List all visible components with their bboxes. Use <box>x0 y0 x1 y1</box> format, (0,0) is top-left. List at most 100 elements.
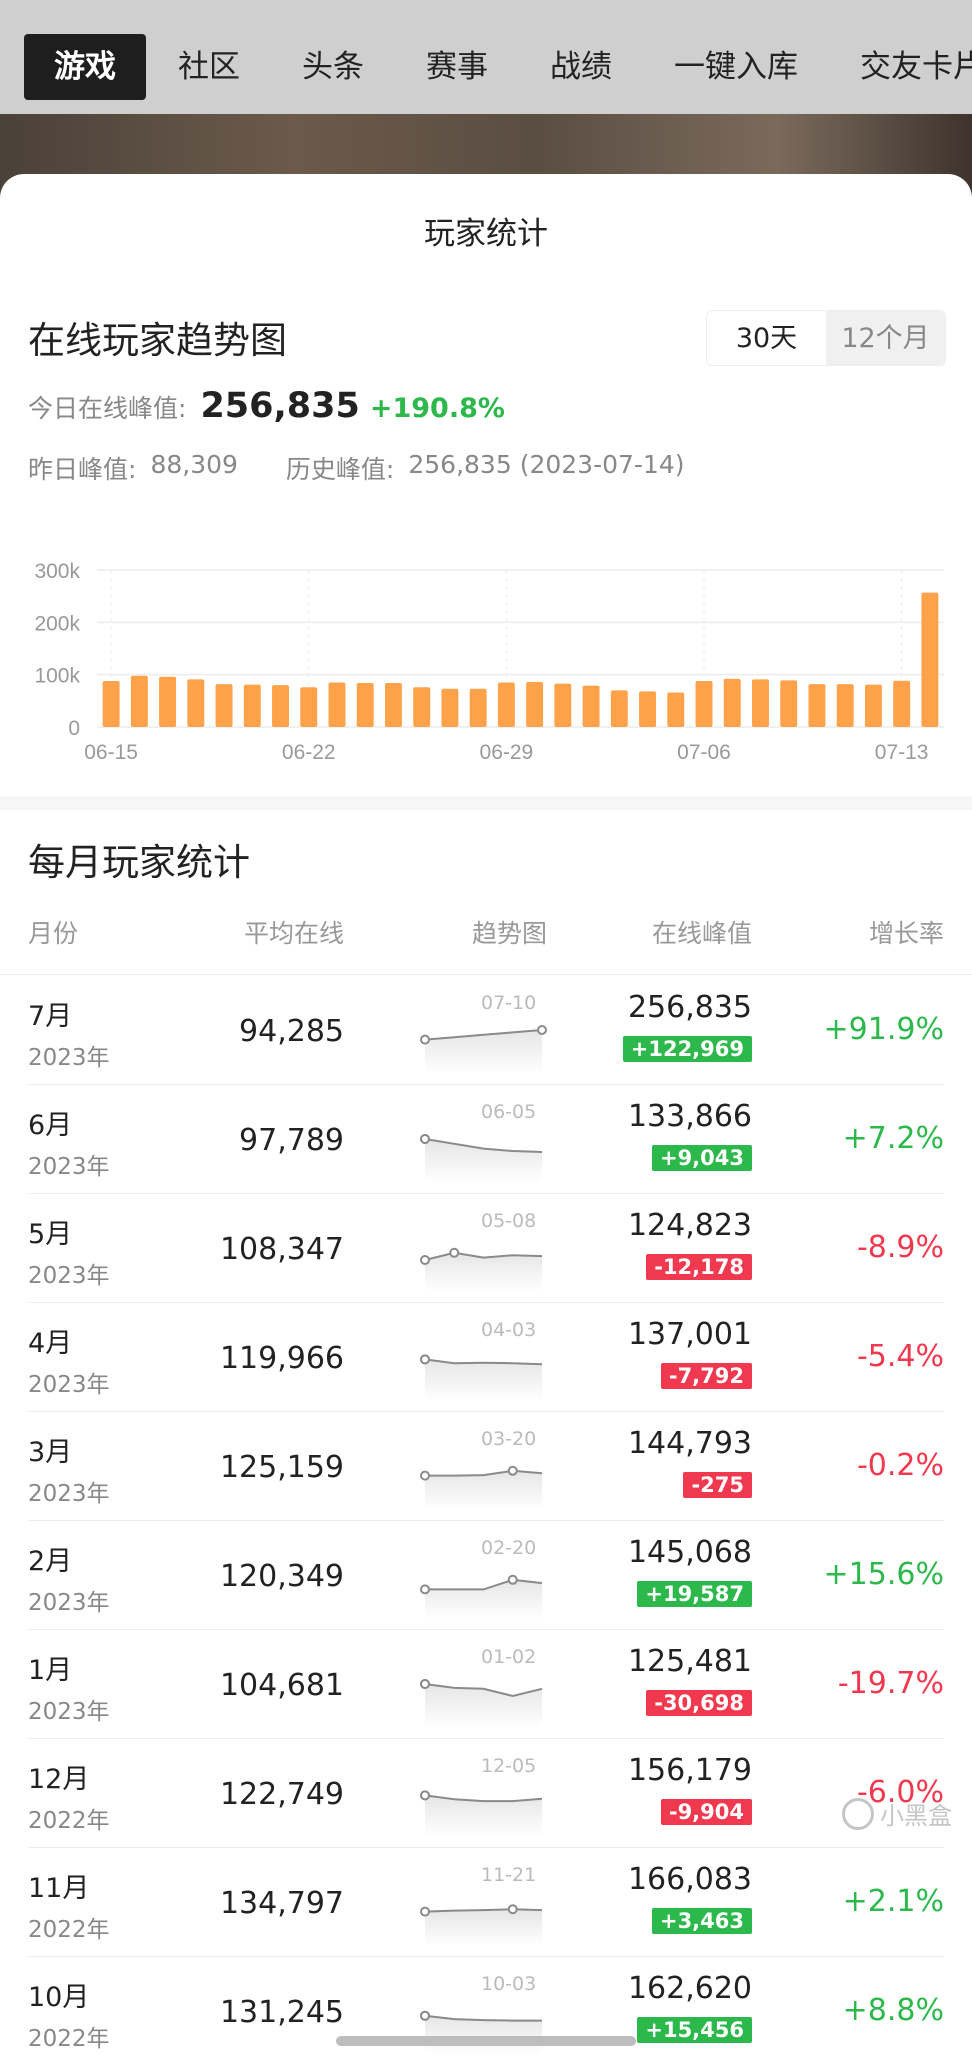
row-year: 2023年 <box>28 1481 110 1507</box>
tab-events[interactable]: 赛事 <box>426 49 488 85</box>
row-peak-online: 162,620 <box>627 1971 752 2006</box>
chart-bar[interactable] <box>526 681 544 727</box>
row-growth-rate: +8.8% <box>842 1993 944 2028</box>
row-year: 2023年 <box>28 1590 110 1616</box>
chart-bar[interactable] <box>469 688 487 727</box>
chart-bar[interactable] <box>215 684 233 727</box>
row-sparkline <box>420 1904 543 1946</box>
chart-bar[interactable] <box>752 679 769 727</box>
row-sparkline <box>420 1790 543 1837</box>
row-divider <box>28 1738 944 1739</box>
row-month: 5月 <box>28 1219 73 1250</box>
monthly-section-title: 每月玩家统计 <box>28 841 250 884</box>
table-row[interactable]: 11月 2022年 134,797 11-21 166,083 +3,463 +2.1% <box>0 1848 972 1957</box>
chart-x-tick-label: 06-15 <box>84 741 138 764</box>
chart-bar[interactable] <box>272 685 289 727</box>
range-12-months-button[interactable]: 12个月 <box>826 311 945 365</box>
chart-bar[interactable] <box>808 684 826 727</box>
row-peak-delta-badge: +9,043 <box>651 1145 752 1171</box>
section-divider <box>0 796 972 810</box>
row-growth-rate: -8.9% <box>856 1230 944 1265</box>
chart-bar[interactable] <box>497 682 515 727</box>
tab-records[interactable]: 战绩 <box>550 49 612 85</box>
chart-bar[interactable] <box>384 683 402 727</box>
chart-bar[interactable] <box>667 692 685 727</box>
row-sparkline <box>420 1354 543 1401</box>
row-peak-date: 10-03 <box>481 1973 537 1995</box>
row-peak-delta-badge: -7,792 <box>660 1363 752 1389</box>
chart-bar[interactable] <box>130 675 148 727</box>
table-row[interactable]: 12月 2022年 122,749 12-05 156,179 -9,904 -6.0% <box>0 1739 972 1848</box>
row-peak-delta-badge: -12,178 <box>646 1254 752 1280</box>
row-average-online: 134,797 <box>219 1886 344 1921</box>
top-nav: 游戏 社区 头条 赛事 战绩 一键入库 交友卡片 <box>0 0 972 114</box>
chart-bar[interactable] <box>893 680 911 727</box>
row-growth-rate: +15.6% <box>823 1557 944 1592</box>
chart-bar[interactable] <box>582 685 600 727</box>
watermark-text: 小黑盒 <box>880 1802 952 1830</box>
sparkline-point <box>420 1255 430 1265</box>
table-row[interactable]: 6月 2023年 97,789 06-05 133,866 +9,043 +7.2% <box>0 1085 972 1194</box>
table-row[interactable]: 5月 2023年 108,347 05-08 124,823 -12,178 -8.9% <box>0 1194 972 1303</box>
chart-bar[interactable] <box>554 683 572 727</box>
row-peak-online: 137,001 <box>627 1317 752 1352</box>
sparkline-point <box>420 1134 430 1144</box>
tab-headlines[interactable]: 头条 <box>302 49 364 85</box>
chart-bar[interactable] <box>864 684 882 727</box>
tab-friend-card[interactable]: 交友卡片 <box>860 49 972 85</box>
row-average-online: 122,749 <box>219 1777 344 1812</box>
row-average-online: 125,159 <box>219 1450 344 1485</box>
table-row[interactable]: 7月 2023年 94,285 07-10 256,835 +122,969 +91.9% <box>0 976 972 1085</box>
row-peak-date: 05-08 <box>481 1210 537 1232</box>
chart-bar[interactable] <box>243 684 261 727</box>
row-peak-online: 125,481 <box>627 1644 752 1679</box>
row-divider <box>28 1847 944 1848</box>
row-sparkline <box>420 1679 543 1728</box>
sparkline-point <box>420 1906 430 1917</box>
chart-bar[interactable] <box>441 688 459 727</box>
row-peak-online: 145,068 <box>627 1535 752 1570</box>
row-divider <box>28 1629 944 1630</box>
tab-community[interactable]: 社区 <box>178 49 240 85</box>
row-year: 2023年 <box>28 1154 110 1180</box>
sparkline-point <box>420 2010 430 2021</box>
table-row[interactable]: 2月 2023年 120,349 02-20 145,068 +19,587 +15.6% <box>0 1521 972 1630</box>
chart-bar[interactable] <box>610 690 628 727</box>
chart-bar[interactable] <box>695 680 713 727</box>
chart-bar[interactable] <box>780 680 798 727</box>
chart-bar[interactable] <box>102 680 120 727</box>
header-divider <box>0 974 972 975</box>
sparkline-area <box>425 1795 542 1837</box>
row-average-online: 94,285 <box>239 1014 344 1049</box>
chart-bar[interactable] <box>328 682 346 727</box>
row-growth-rate: +2.1% <box>842 1884 944 1919</box>
tab-games[interactable]: 游戏 <box>24 34 146 100</box>
table-row[interactable]: 4月 2023年 119,966 04-03 137,001 -7,792 -5.4% <box>0 1303 972 1412</box>
chart-bar[interactable] <box>639 691 657 727</box>
row-peak-date: 12-05 <box>481 1755 537 1777</box>
sparkline-point <box>507 1574 518 1585</box>
table-row[interactable]: 3月 2023年 125,159 03-20 144,793 -275 -0.2% <box>0 1412 972 1521</box>
chart-bar[interactable] <box>300 687 318 727</box>
sparkline-area <box>425 1139 542 1183</box>
table-row[interactable]: 1月 2023年 104,681 01-02 125,481 -30,698 -19.7% <box>0 1630 972 1739</box>
today-peak: 今日在线峰值: 256,835 +190.8% <box>28 386 505 426</box>
chart-bar[interactable] <box>356 683 374 727</box>
chart-bar[interactable] <box>836 684 854 727</box>
row-peak-online: 133,866 <box>627 1099 752 1134</box>
range-30-days-button[interactable]: 30天 <box>707 311 826 365</box>
chart-y-tick-label: 200k <box>34 612 80 635</box>
row-month: 2月 <box>28 1546 73 1577</box>
row-sparkline <box>420 1574 543 1619</box>
chart-bar[interactable] <box>723 678 741 727</box>
tab-one-click-import[interactable]: 一键入库 <box>674 49 798 85</box>
player-stats-sheet: 玩家统计 在线玩家趋势图 30天 12个月 今日在线峰值: 256,835 +1… <box>0 174 972 2056</box>
chart-bar[interactable] <box>159 676 177 727</box>
chart-bar[interactable] <box>187 679 205 727</box>
chart-bar[interactable] <box>413 687 431 727</box>
range-toggle: 30天 12个月 <box>706 310 946 366</box>
chart-bar[interactable] <box>921 592 939 727</box>
row-growth-rate: -5.4% <box>856 1339 944 1374</box>
sparkline-line <box>424 1908 543 1913</box>
nav-tabs: 游戏 社区 头条 赛事 战绩 一键入库 交友卡片 <box>0 34 972 100</box>
